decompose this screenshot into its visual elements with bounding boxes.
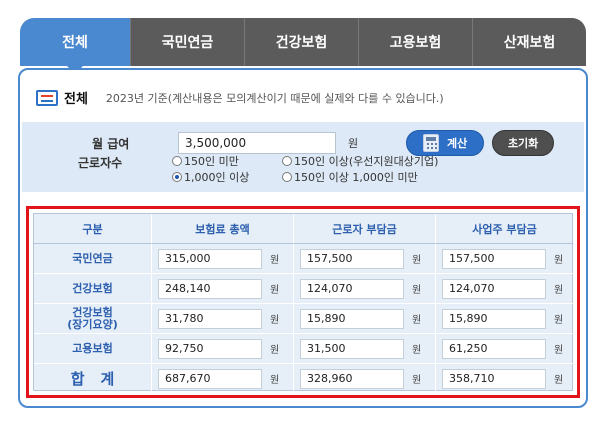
radio-button-selected[interactable] xyxy=(172,172,182,182)
row-label-health-insurance: 건강보험 xyxy=(34,274,152,304)
workers-label: 근로자수 xyxy=(78,156,123,170)
unit-label: 원 xyxy=(270,375,280,386)
column-header-category: 구분 xyxy=(34,214,152,244)
result-table-grid: 구분 보험료 총액 근로자 부담금 사업주 부담금 국민연금 315,000 원 … xyxy=(34,214,574,394)
cell-worker: 15,890 원 xyxy=(294,304,436,334)
unit-label: 원 xyxy=(554,285,564,296)
unit-label: 원 xyxy=(412,315,422,326)
cell-worker: 124,070 원 xyxy=(294,274,436,304)
tab-national-pension-label: 국민연금 xyxy=(161,35,214,51)
section-title: 전체 xyxy=(64,92,88,107)
unit-label: 원 xyxy=(554,255,564,266)
option-150-priority-label: 150인 이상(우선지원대상기업) xyxy=(294,155,439,168)
unit-label: 원 xyxy=(554,345,564,356)
column-header-worker-share: 근로자 부담금 xyxy=(294,214,436,244)
cell-employer: 61,250 원 xyxy=(436,334,574,364)
value-field[interactable]: 157,500 xyxy=(442,248,546,269)
cell-total: 31,780 원 xyxy=(152,304,294,334)
value-field[interactable]: 315,000 xyxy=(158,248,262,269)
value-field[interactable]: 124,070 xyxy=(442,278,546,299)
option-1000-plus[interactable]: 1,000인 이상 xyxy=(172,169,268,185)
document-icon xyxy=(36,89,58,106)
value-field[interactable]: 328,960 xyxy=(300,368,404,389)
row-label-sum: 합계 xyxy=(34,364,152,394)
value-field[interactable]: 92,750 xyxy=(158,338,262,359)
unit-label: 원 xyxy=(554,315,564,326)
row-label-long-term-care: 건강보험 (장기요양) xyxy=(34,304,152,334)
cell-total: 315,000 원 xyxy=(152,244,294,274)
cell-total: 92,750 원 xyxy=(152,334,294,364)
unit-label: 원 xyxy=(270,345,280,356)
result-highlight-box: 구분 보험료 총액 근로자 부담금 사업주 부담금 국민연금 315,000 원 … xyxy=(26,206,580,398)
tab-employment-insurance-label: 고용보험 xyxy=(389,35,442,51)
cell-total: 248,140 원 xyxy=(152,274,294,304)
value-field[interactable]: 61,250 xyxy=(442,338,546,359)
value-field[interactable]: 358,710 xyxy=(442,368,546,389)
column-header-employer-share: 사업주 부담금 xyxy=(436,214,574,244)
calculator-icon xyxy=(423,134,439,152)
tab-all[interactable]: 전체 xyxy=(20,18,131,74)
cell-total: 687,670 원 xyxy=(152,364,294,394)
unit-label: 원 xyxy=(270,285,280,296)
reset-button[interactable]: 초기화 xyxy=(492,130,555,156)
tab-employment-insurance[interactable]: 고용보험 xyxy=(359,18,473,66)
tab-industrial-accident-insurance[interactable]: 산재보험 xyxy=(473,18,586,66)
cell-worker: 157,500 원 xyxy=(294,244,436,274)
unit-label: 원 xyxy=(412,255,422,266)
row-label-national-pension: 국민연금 xyxy=(34,244,152,274)
radio-button[interactable] xyxy=(282,156,292,166)
column-header-total-premium: 보험료 총액 xyxy=(152,214,294,244)
calculate-button-label: 계산 xyxy=(447,137,468,150)
option-150-to-1000-label: 150인 이상 1,000인 미만 xyxy=(294,171,418,184)
value-field[interactable]: 31,500 xyxy=(300,338,404,359)
salary-row: 월 급여 원 계산 초기화 xyxy=(92,130,555,156)
tab-industrial-accident-insurance-label: 산재보험 xyxy=(503,35,556,51)
input-area: 월 급여 원 계산 초기화 근로자수 150인 미만 150인 이상(우선지원대… xyxy=(22,122,584,192)
value-field[interactable]: 124,070 xyxy=(300,278,404,299)
cell-employer: 358,710 원 xyxy=(436,364,574,394)
cell-employer: 157,500 원 xyxy=(436,244,574,274)
salary-label: 월 급여 xyxy=(92,136,130,151)
option-150-priority[interactable]: 150인 이상(우선지원대상기업) xyxy=(282,153,438,169)
tab-health-insurance[interactable]: 건강보험 xyxy=(245,18,359,66)
salary-unit: 원 xyxy=(348,137,359,150)
section-header: 전체 2023년 기준(계산내용은 모의계산이기 때문에 실제와 다를 수 있습… xyxy=(36,88,444,107)
radio-button[interactable] xyxy=(172,156,182,166)
cell-employer: 124,070 원 xyxy=(436,274,574,304)
value-field[interactable]: 157,500 xyxy=(300,248,404,269)
workers-options-row-2: 1,000인 이상 150인 이상 1,000인 미만 xyxy=(172,169,432,185)
reset-button-label: 초기화 xyxy=(507,137,539,150)
calculator-panel: 전체 2023년 기준(계산내용은 모의계산이기 때문에 실제와 다를 수 있습… xyxy=(18,68,588,408)
radio-button[interactable] xyxy=(282,172,292,182)
option-1000-plus-label: 1,000인 이상 xyxy=(184,171,250,184)
value-field[interactable]: 31,780 xyxy=(158,308,262,329)
cell-worker: 328,960 원 xyxy=(294,364,436,394)
insurance-tab-bar: 전체 국민연금 건강보험 고용보험 산재보험 xyxy=(20,18,586,74)
value-field[interactable]: 248,140 xyxy=(158,278,262,299)
option-under-150-label: 150인 미만 xyxy=(184,155,239,168)
salary-input[interactable] xyxy=(178,132,336,154)
workers-row: 근로자수 xyxy=(78,154,172,171)
result-table: 구분 보험료 총액 근로자 부담금 사업주 부담금 국민연금 315,000 원 … xyxy=(33,213,574,394)
unit-label: 원 xyxy=(412,345,422,356)
option-150-to-1000[interactable]: 150인 이상 1,000인 미만 xyxy=(282,169,418,185)
workers-options-row-1: 150인 미만 150인 이상(우선지원대상기업) xyxy=(172,153,452,169)
cell-worker: 31,500 원 xyxy=(294,334,436,364)
value-field[interactable]: 15,890 xyxy=(300,308,404,329)
unit-label: 원 xyxy=(554,375,564,386)
unit-label: 원 xyxy=(270,255,280,266)
section-note: 2023년 기준(계산내용은 모의계산이기 때문에 실제와 다를 수 있습니다.… xyxy=(105,91,444,105)
tab-national-pension[interactable]: 국민연금 xyxy=(131,18,245,66)
unit-label: 원 xyxy=(412,285,422,296)
tab-all-label: 전체 xyxy=(62,35,88,51)
cell-employer: 15,890 원 xyxy=(436,304,574,334)
tab-health-insurance-label: 건강보험 xyxy=(275,35,328,51)
unit-label: 원 xyxy=(412,375,422,386)
row-label-employment-insurance: 고용보험 xyxy=(34,334,152,364)
unit-label: 원 xyxy=(270,315,280,326)
value-field[interactable]: 687,670 xyxy=(158,368,262,389)
calculate-button[interactable]: 계산 xyxy=(406,130,485,156)
value-field[interactable]: 15,890 xyxy=(442,308,546,329)
option-under-150[interactable]: 150인 미만 xyxy=(172,153,268,169)
